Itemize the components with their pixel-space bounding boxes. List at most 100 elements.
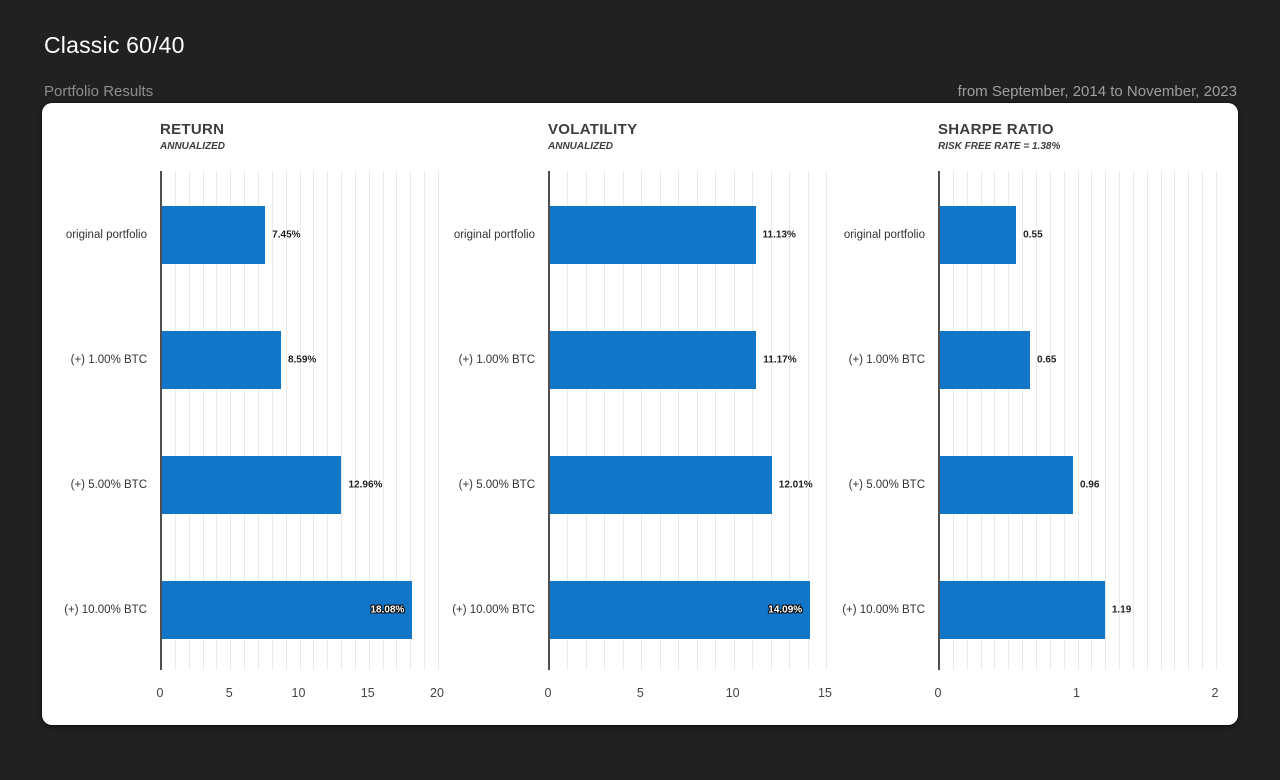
gridline	[1105, 171, 1107, 670]
bar	[162, 331, 281, 389]
page-subtitle: Portfolio Results	[44, 83, 154, 100]
category-label: (+) 10.00% BTC	[64, 604, 147, 616]
gridline	[585, 171, 587, 670]
bar	[550, 206, 756, 264]
x-tick-label: 10	[291, 686, 306, 700]
gridline	[1119, 171, 1121, 670]
gridline	[752, 171, 754, 670]
category-label: (+) 1.00% BTC	[70, 354, 147, 366]
gridline	[1077, 171, 1079, 670]
gridline	[1146, 171, 1148, 670]
gridline	[980, 171, 982, 670]
gridline	[174, 171, 176, 670]
gridline	[285, 171, 287, 670]
gridline	[696, 171, 698, 670]
gridline	[202, 171, 204, 670]
bar-value-label: 7.45%	[272, 229, 301, 241]
gridline	[567, 171, 569, 670]
bar	[940, 581, 1105, 639]
bar	[550, 331, 757, 389]
bar-value-label: 0.96	[1079, 479, 1100, 491]
gridline	[952, 171, 954, 670]
bar-value-label: 0.55	[1023, 229, 1043, 241]
gridline	[396, 171, 398, 670]
x-tick-label: 10	[725, 686, 740, 700]
gridline	[1160, 171, 1162, 670]
gridline	[216, 171, 218, 670]
gridline	[604, 171, 606, 670]
gridline	[1063, 171, 1065, 670]
x-tick-label: 0	[544, 686, 552, 700]
gridline	[1188, 171, 1190, 670]
x-tick-label: 15	[360, 686, 375, 700]
bar-value-label: 14.09%	[768, 604, 803, 616]
gridline	[230, 171, 232, 670]
bar-value-label: 8.59%	[287, 354, 317, 366]
gridline	[424, 171, 426, 670]
gridline	[368, 171, 370, 670]
gridline	[188, 171, 190, 670]
x-tick-label: 1	[1073, 686, 1080, 700]
plot-area: 11.13% 11.17% 12.01% 14.09%	[548, 171, 827, 670]
x-tick-label: 20	[430, 686, 444, 700]
chart-title: SHARPE RATIO	[938, 121, 1054, 138]
gridline	[733, 171, 735, 670]
bar	[162, 581, 413, 639]
gridline	[244, 171, 246, 670]
gridline	[807, 171, 809, 670]
bar	[550, 581, 811, 639]
chart-subtitle: ANNUALIZED	[160, 141, 225, 152]
bar	[162, 456, 342, 514]
category-label: (+) 10.00% BTC	[452, 604, 535, 616]
gridline	[678, 171, 680, 670]
x-tick-label: 2	[1211, 686, 1219, 700]
category-label: (+) 5.00% BTC	[70, 479, 147, 491]
gridline	[382, 171, 384, 670]
category-label: (+) 1.00% BTC	[458, 354, 535, 366]
gridline	[789, 171, 791, 670]
gridline	[410, 171, 412, 670]
category-label: original portfolio	[453, 229, 535, 241]
bar-value-label: 1.19	[1111, 604, 1132, 616]
gridline	[641, 171, 643, 670]
date-range: from September, 2014 to November, 2023	[957, 83, 1237, 100]
gridline	[1091, 171, 1093, 670]
bar	[550, 456, 772, 514]
gridline	[257, 171, 259, 670]
gridline	[341, 171, 343, 670]
category-label: (+) 5.00% BTC	[848, 479, 925, 491]
x-tick-label: 15	[818, 686, 832, 700]
bar-value-label: 11.13%	[762, 229, 796, 241]
bar-value-label: 0.65	[1037, 354, 1057, 366]
plot-area: 7.45% 8.59% 12.96% 18.08%	[160, 171, 439, 670]
gridline	[1202, 171, 1204, 670]
bar	[940, 456, 1073, 514]
gridline	[1049, 171, 1051, 670]
category-label: original portfolio	[843, 229, 925, 241]
category-label: original portfolio	[65, 229, 147, 241]
bar-value-label: 12.01%	[778, 479, 813, 491]
x-tick-label: 5	[225, 686, 233, 700]
x-tick-label: 0	[934, 686, 942, 700]
plot-area: 0.55 0.65 0.96 1.19	[938, 171, 1217, 670]
gridline	[966, 171, 968, 670]
chart-title: VOLATILITY	[548, 121, 638, 138]
category-label: (+) 1.00% BTC	[848, 354, 925, 366]
bar-value-label: 18.08%	[370, 604, 405, 616]
chart-title: RETURN	[160, 121, 225, 138]
gridline	[1174, 171, 1176, 670]
gridline	[715, 171, 717, 670]
gridline	[1216, 171, 1217, 670]
bar	[162, 206, 266, 264]
gridline	[826, 171, 827, 670]
page-title: Classic 60/40	[44, 32, 185, 58]
results-card: RETURN ANNUALIZED 7.45% 8.59% 12.96% 18.08% or…	[42, 103, 1238, 725]
gridline	[1035, 171, 1037, 670]
gridline	[994, 171, 996, 670]
bar-value-label: 11.17%	[763, 354, 797, 366]
gridline	[1132, 171, 1134, 670]
category-label: (+) 10.00% BTC	[842, 604, 925, 616]
gridline	[313, 171, 315, 670]
gridline	[1022, 171, 1024, 670]
chart-subtitle: RISK FREE RATE = 1.38%	[938, 141, 1061, 152]
